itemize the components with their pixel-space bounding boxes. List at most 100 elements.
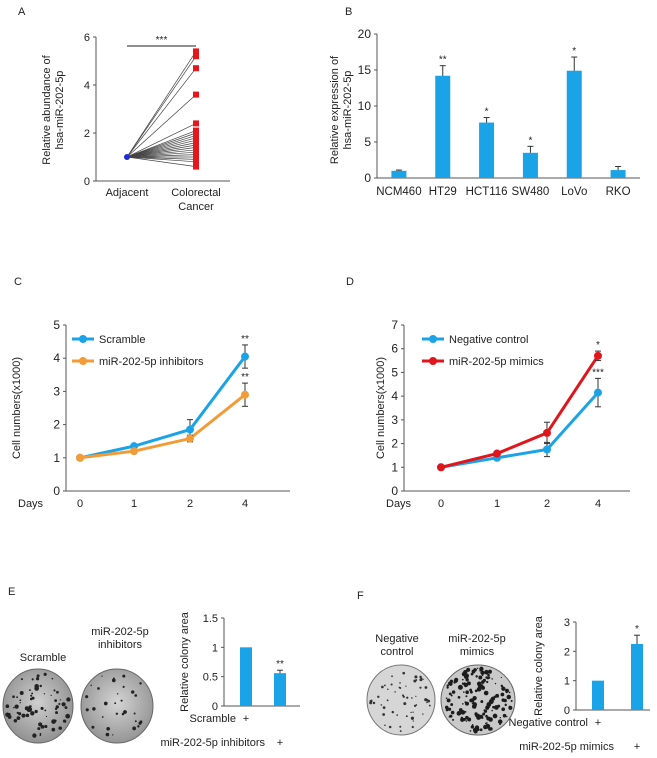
dish-label-negative-control: Negative control [375, 633, 419, 658]
d-x-axis-title: Days [386, 498, 412, 510]
b-bar [435, 75, 451, 178]
f-significance-stars: * [635, 624, 639, 635]
b-x-tick-label: HCT116 [466, 186, 508, 198]
a-cancer-point [193, 120, 199, 127]
e-row-label: miR-202-5p inhibitors [160, 737, 265, 749]
a-pair-line [126, 156, 197, 167]
d-series-line [440, 355, 600, 469]
a-pair-line [126, 151, 197, 158]
d-y-tick-label: 1 [391, 460, 398, 474]
a-pair-line [126, 56, 197, 158]
c-data-point [241, 352, 249, 361]
a-x-tick-label: Adjacent [106, 187, 149, 199]
a-pair-line [126, 132, 197, 158]
colony-dish-negative-control [366, 664, 436, 736]
chart-c: 0 1 2 3 4 5 Cell numbers(x1000) Days 0 1 2 4 ** Scram… [11, 318, 290, 510]
b-bar [610, 170, 626, 178]
a-pair-line [126, 94, 197, 158]
b-bar [391, 170, 407, 178]
d-x-tick-label: 1 [494, 498, 500, 510]
c-legend-marker [79, 335, 87, 343]
d-legend-label: Negative control [449, 334, 529, 346]
f-y-axis-title: Relative colony area [533, 615, 545, 716]
f-row-label: miR-202-5p mimics [519, 741, 614, 753]
a-x-tick-label: Colorectal [171, 187, 221, 199]
colony-dish-scramble [2, 668, 74, 744]
f-bar [592, 680, 604, 710]
a-y-tick-label: 0 [84, 176, 90, 188]
c-y-tick-label: 5 [53, 318, 60, 332]
chart-f: 0 1 2 3 Relative colony area + * + Negative cont… [509, 615, 650, 753]
c-data-point [186, 425, 194, 434]
d-data-point [594, 351, 602, 360]
a-cancer-point [193, 48, 199, 55]
f-y-tick-label: 3 [564, 617, 570, 629]
f-y-tick-label: 2 [564, 646, 570, 658]
panel-label-c: C [14, 276, 22, 288]
d-data-point [543, 445, 551, 454]
panel-label-e: E [8, 586, 16, 598]
a-pair-line [126, 67, 197, 158]
chart-e: 0 0.5 1 1.5 Relative colony area + ** + Scramble… [160, 611, 300, 749]
d-significance-stars: * [596, 340, 600, 351]
b-bar [566, 70, 582, 178]
c-legend-label: miR-202-5p inhibitors [99, 356, 204, 368]
a-pair-line [126, 139, 197, 158]
b-significance-stars: * [485, 107, 489, 118]
f-plus-sign: + [595, 717, 601, 729]
d-y-tick-label: 3 [391, 413, 398, 427]
f-row-label: Negative control [509, 717, 589, 729]
d-legend-label: miR-202-5p mimics [449, 356, 544, 368]
a-pair-line [126, 51, 197, 158]
d-y-tick-label: 6 [391, 342, 398, 356]
c-x-tick-label: 2 [187, 498, 193, 510]
c-y-tick-label: 0 [53, 484, 60, 498]
e-y-tick-label: 0.5 [203, 672, 218, 684]
d-x-tick-label: 0 [438, 498, 444, 510]
b-x-tick-label: SW480 [512, 186, 550, 198]
panel-label-f: F [357, 590, 364, 602]
e-bar [240, 647, 252, 706]
d-y-tick-label: 5 [391, 365, 398, 379]
a-pair-line [126, 156, 197, 160]
a-pair-line [126, 135, 197, 158]
b-y-tick-label: 0 [364, 171, 371, 185]
d-data-point [437, 463, 445, 472]
f-y-tick-label: 1 [564, 676, 570, 688]
b-significance-stars: ** [439, 55, 447, 66]
f-plus-sign: + [634, 741, 640, 753]
a-pair-line [126, 154, 197, 158]
dish-label-inhibitors: miR-202-5p inhibitors [91, 626, 149, 651]
d-data-point [493, 449, 501, 458]
a-cancer-point [193, 91, 199, 98]
colony-dish-mimics [440, 664, 516, 736]
a-pair-line [126, 144, 197, 158]
c-data-point [76, 453, 84, 462]
c-data-point [186, 434, 194, 443]
a-x-tick-label: Cancer [178, 201, 214, 213]
dish-label-scramble: Scramble [19, 652, 67, 664]
b-y-tick-label: 10 [358, 99, 372, 113]
d-y-tick-label: 0 [391, 484, 398, 498]
c-data-point [130, 447, 138, 456]
d-y-tick-label: 7 [391, 318, 398, 332]
e-plus-sign: + [243, 713, 249, 725]
d-y-tick-label: 2 [391, 437, 398, 451]
c-x-axis-title: Days [18, 498, 44, 510]
c-x-tick-label: 0 [77, 498, 83, 510]
b-y-tick-label: 5 [364, 135, 371, 149]
c-x-tick-label: 4 [242, 498, 248, 510]
c-x-tick-label: 1 [131, 498, 137, 510]
b-bar [479, 122, 495, 178]
b-y-axis-title: hsa-miR-202-5p [342, 71, 354, 150]
a-cancer-point [193, 163, 199, 170]
a-pair-line [126, 149, 197, 158]
e-plus-sign: + [277, 737, 283, 749]
d-series-line [440, 391, 600, 469]
e-bar [274, 673, 286, 706]
d-y-tick-label: 4 [391, 389, 398, 403]
a-pair-line [126, 147, 197, 158]
b-significance-stars: * [528, 135, 532, 146]
b-bar [522, 152, 538, 178]
